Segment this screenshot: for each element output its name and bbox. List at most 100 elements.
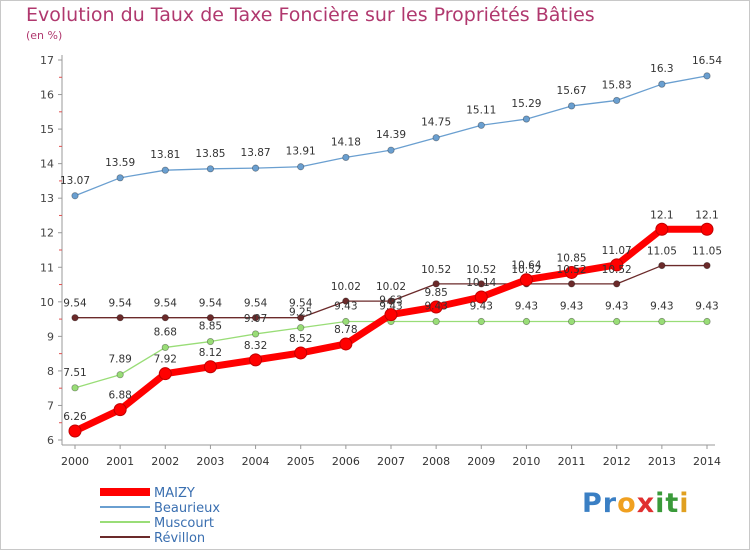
- logo-letter: i: [679, 488, 690, 519]
- x-tick-label: 2012: [603, 455, 631, 468]
- data-label-révillon: 11.05: [692, 246, 722, 258]
- data-point-beaurieux: [613, 96, 621, 105]
- data-point-muscourt: [161, 343, 169, 352]
- y-tick-label: 10: [40, 296, 54, 309]
- data-point-maizy: [203, 360, 217, 374]
- logo-letter: r: [602, 488, 618, 519]
- x-tick-label: 2006: [332, 455, 360, 468]
- x-tick-label: 2010: [512, 455, 540, 468]
- data-label-maizy: 6.26: [63, 411, 87, 423]
- chart-title: Evolution du Taux de Taxe Foncière sur l…: [26, 4, 595, 26]
- data-label-maizy: 12.1: [650, 209, 673, 221]
- data-label-muscourt: 9.07: [244, 313, 267, 325]
- data-label-maizy: 12.1: [695, 209, 718, 221]
- data-label-muscourt: 9.43: [560, 301, 583, 313]
- data-point-muscourt: [567, 317, 576, 326]
- data-point-maizy: [294, 346, 308, 360]
- data-label-révillon: 9.54: [108, 298, 132, 310]
- data-label-muscourt: 9.43: [424, 301, 447, 313]
- data-point-maizy: [610, 258, 624, 272]
- logo-letter: o: [617, 488, 637, 519]
- x-tick-label: 2003: [196, 455, 224, 468]
- y-tick-label: 11: [40, 261, 54, 274]
- data-point-révillon: [116, 314, 124, 322]
- chart-axes: 6 7 8 9 10 11 12 13 14 15 16 17 2000 2001 2002 2003 2004…: [40, 54, 721, 468]
- data-point-muscourt: [251, 330, 260, 338]
- y-tick-label: 12: [40, 227, 54, 240]
- data-label-révillon: 10.02: [376, 281, 406, 293]
- data-point-beaurieux: [71, 192, 79, 200]
- data-point-beaurieux: [206, 165, 215, 173]
- proxiti-logo: Proxiti: [582, 488, 690, 519]
- x-tick-label: 2000: [61, 455, 89, 468]
- data-label-beaurieux: 13.91: [286, 146, 316, 158]
- data-label-révillon: 10.52: [421, 264, 451, 276]
- data-label-maizy: 8.52: [289, 333, 312, 345]
- x-tick-label: 2014: [693, 455, 721, 468]
- data-point-maizy: [68, 424, 82, 438]
- data-label-muscourt: 7.89: [108, 354, 131, 366]
- data-label-beaurieux: 14.75: [421, 117, 451, 129]
- x-tick-label: 2001: [106, 455, 134, 468]
- data-label-maizy: 8.78: [334, 324, 357, 336]
- data-label-beaurieux: 16.54: [692, 55, 722, 67]
- data-label-maizy: 11.07: [602, 245, 632, 257]
- data-point-maizy: [655, 222, 669, 236]
- x-tick-label: 2008: [422, 455, 450, 468]
- logo-letter: x: [636, 488, 656, 519]
- data-point-muscourt: [703, 317, 711, 326]
- data-label-maizy: 10.85: [557, 252, 587, 264]
- data-label-révillon: 10.02: [331, 281, 361, 293]
- data-point-révillon: [71, 314, 79, 322]
- legend-label-maizy: MAIZY: [154, 486, 195, 501]
- data-label-muscourt: 9.43: [515, 301, 538, 313]
- data-label-muscourt: 9.43: [470, 301, 493, 313]
- data-label-muscourt: 9.25: [289, 307, 312, 319]
- data-point-révillon: [658, 261, 666, 270]
- data-point-muscourt: [342, 317, 350, 326]
- data-point-beaurieux: [567, 102, 576, 110]
- data-label-maizy: 7.92: [154, 354, 177, 366]
- data-label-révillon: 10.52: [602, 264, 632, 276]
- data-point-maizy: [700, 222, 714, 236]
- y-tick-label: 13: [40, 192, 54, 205]
- x-tick-label: 2013: [648, 455, 676, 468]
- data-label-muscourt: 9.43: [695, 301, 718, 313]
- data-point-muscourt: [206, 337, 215, 346]
- y-tick-label: 17: [40, 54, 54, 67]
- data-label-révillon: 9.54: [244, 298, 268, 310]
- data-label-révillon: 10.52: [511, 264, 541, 276]
- logo-letter: P: [582, 488, 603, 519]
- data-point-beaurieux: [432, 134, 440, 142]
- data-label-beaurieux: 13.81: [150, 149, 180, 161]
- data-labels: 6.26 6.88 7.92 8.12 8.32 8.52 8.78 9.63 9.85 10.1…: [60, 55, 722, 423]
- data-point-révillon: [387, 297, 395, 305]
- data-label-beaurieux: 13.87: [241, 147, 271, 159]
- legend-label-beaurieux: Beaurieux: [154, 501, 220, 516]
- data-label-révillon: 10.52: [557, 264, 587, 276]
- chart-unit-label: (en %): [26, 29, 63, 42]
- x-tick-label: 2005: [287, 455, 315, 468]
- x-tick-label: 2009: [467, 455, 495, 468]
- data-label-muscourt: 9.43: [605, 301, 628, 313]
- logo-letter: t: [665, 488, 680, 519]
- data-label-révillon: 10.52: [466, 264, 496, 276]
- data-point-beaurieux: [658, 80, 666, 88]
- data-point-beaurieux: [522, 115, 531, 123]
- data-point-révillon: [613, 280, 621, 288]
- data-label-beaurieux: 16.3: [650, 63, 673, 75]
- data-point-beaurieux: [342, 153, 350, 162]
- data-point-beaurieux: [116, 174, 124, 182]
- x-tick-label: 2004: [242, 455, 270, 468]
- y-tick-label: 8: [47, 365, 54, 378]
- data-point-beaurieux: [161, 166, 169, 174]
- chart-series: [68, 72, 714, 438]
- data-point-révillon: [161, 314, 169, 322]
- data-point-révillon: [342, 297, 350, 305]
- data-point-beaurieux: [251, 164, 260, 172]
- data-label-beaurieux: 15.67: [557, 85, 587, 97]
- logo-letter: i: [655, 488, 666, 519]
